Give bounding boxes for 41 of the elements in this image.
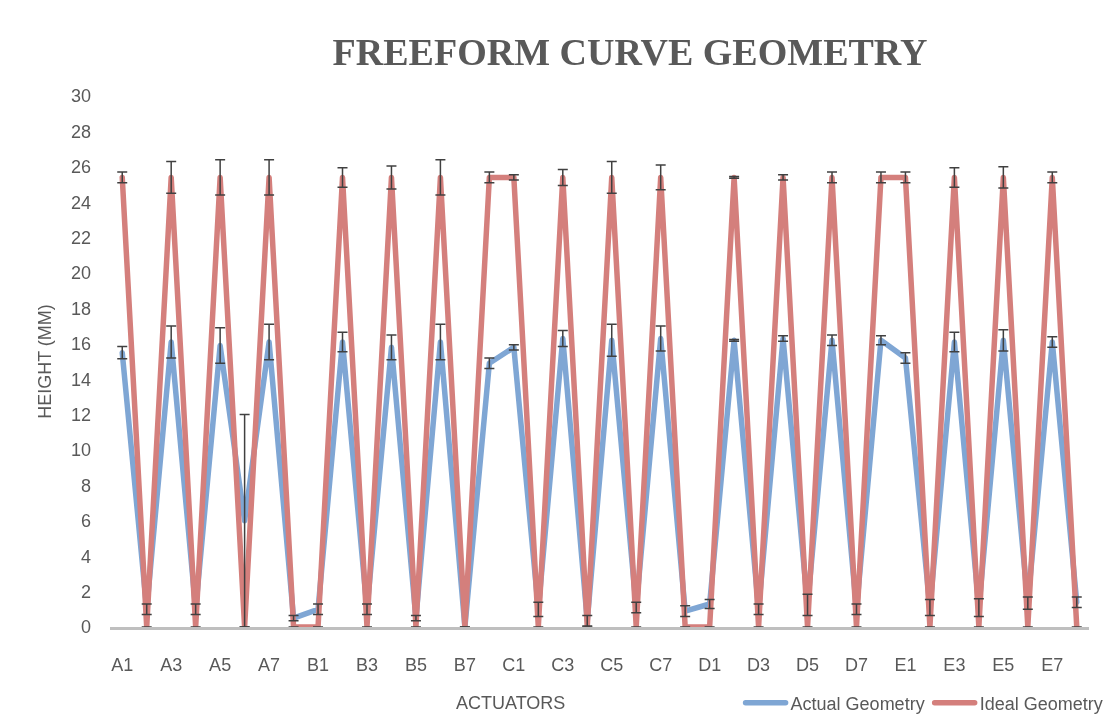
x-tick-label: A3 [160,655,183,676]
y-tick-label: 10 [70,440,91,461]
y-tick-label: 14 [70,369,91,390]
y-tick-label: 30 [70,86,91,107]
x-tick-label: E1 [894,655,917,676]
x-tick-label: C7 [649,655,673,676]
y-tick-label: 2 [80,581,91,602]
x-tick-label: B3 [355,655,379,676]
y-tick-label: 20 [70,263,91,284]
chart-title: FREEFORM CURVE GEOMETRY [332,31,928,74]
x-tick-label: E3 [943,655,966,676]
legend-label: Actual Geometry [790,693,925,714]
y-tick-label: 4 [80,546,91,567]
x-tick-label: A1 [111,655,134,676]
x-tick-label: B7 [453,655,476,676]
x-tick-label: D7 [844,655,868,676]
y-tick-label: 8 [80,475,91,496]
y-tick-label: 28 [70,121,91,142]
x-tick-label: D3 [747,655,771,676]
y-tick-label: 0 [80,617,91,638]
x-tick-label: C3 [551,655,575,676]
x-tick-label: E5 [992,655,1015,676]
x-tick-label: B1 [307,655,330,676]
y-tick-label: 24 [70,192,91,213]
x-tick-label: A7 [258,655,281,676]
x-tick-label: B5 [404,655,427,676]
y-tick-label: 26 [70,157,91,178]
legend-label: Ideal Geometry [979,693,1103,714]
x-axis-title: ACTUATORS [456,693,566,713]
y-tick-label: 18 [70,298,91,319]
y-tick-label: 22 [70,227,91,248]
x-tick-label: D1 [698,655,722,676]
x-tick-label: D5 [796,655,820,676]
y-tick-label: 6 [80,511,91,532]
x-tick-label: C5 [600,655,624,676]
y-axis-title: HEIGHT (MM) [35,304,56,419]
x-tick-label: A5 [209,655,232,676]
y-tick-label: 12 [70,404,91,425]
x-tick-label: E7 [1041,655,1064,676]
y-tick-label: 16 [70,334,91,355]
x-tick-label: C1 [502,655,526,676]
